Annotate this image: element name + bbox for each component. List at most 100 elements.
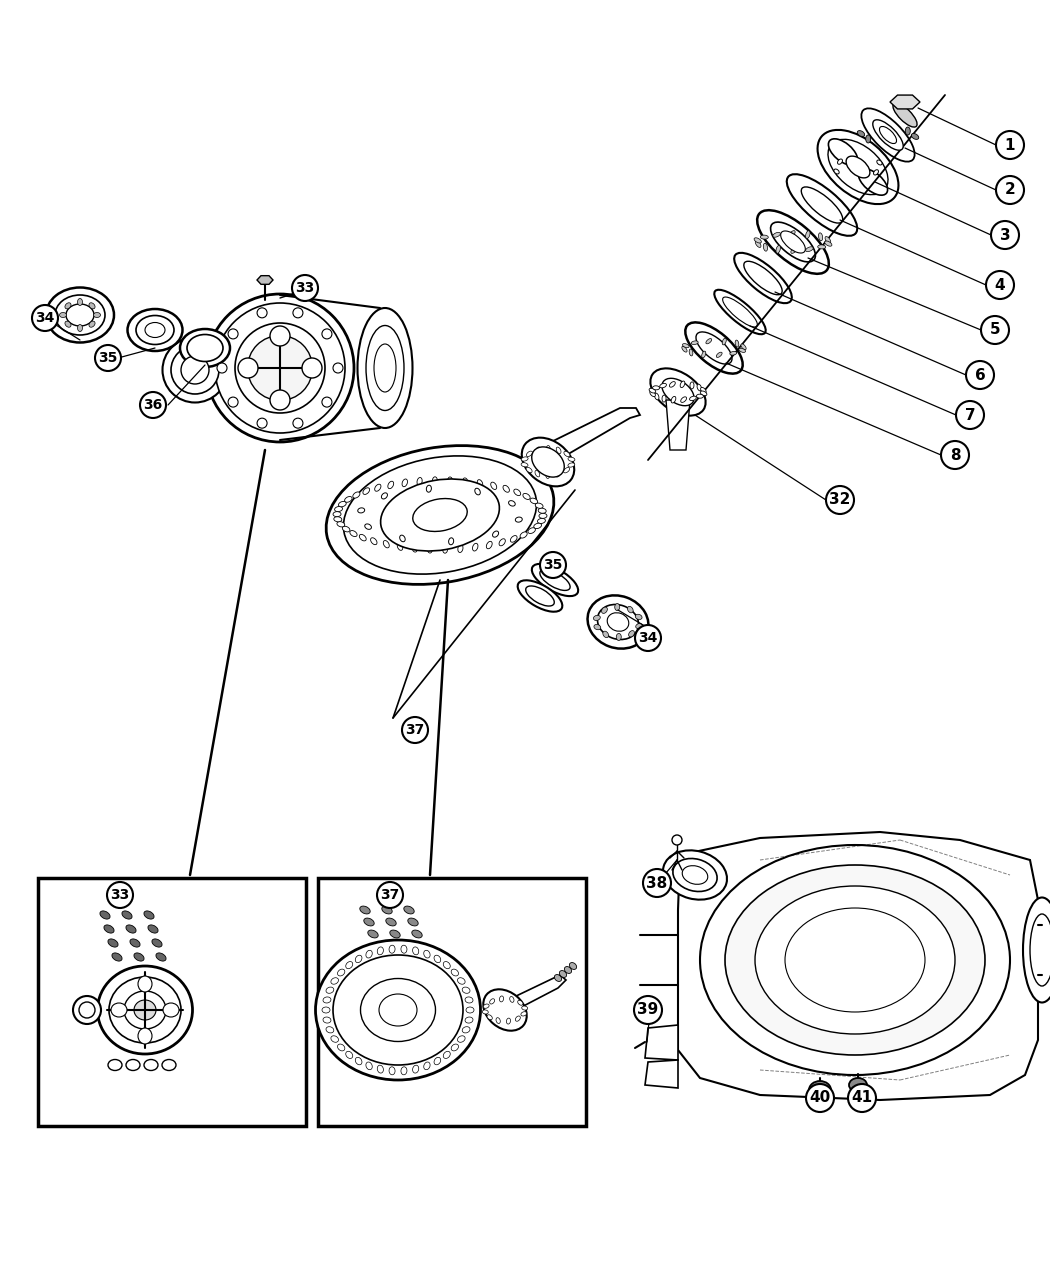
Circle shape bbox=[107, 882, 133, 908]
Ellipse shape bbox=[763, 244, 768, 251]
Ellipse shape bbox=[649, 389, 655, 393]
Text: 40: 40 bbox=[810, 1090, 831, 1105]
Ellipse shape bbox=[331, 978, 338, 984]
Ellipse shape bbox=[805, 247, 813, 251]
Ellipse shape bbox=[602, 607, 607, 613]
Ellipse shape bbox=[496, 1017, 500, 1024]
Ellipse shape bbox=[374, 344, 396, 391]
Ellipse shape bbox=[365, 950, 373, 958]
Ellipse shape bbox=[401, 1067, 407, 1075]
Circle shape bbox=[986, 272, 1014, 300]
Ellipse shape bbox=[333, 511, 341, 516]
Ellipse shape bbox=[358, 507, 364, 513]
Ellipse shape bbox=[344, 496, 352, 502]
Ellipse shape bbox=[270, 390, 290, 411]
Ellipse shape bbox=[127, 309, 183, 351]
Ellipse shape bbox=[686, 323, 742, 374]
Ellipse shape bbox=[834, 170, 839, 173]
Ellipse shape bbox=[390, 1067, 395, 1075]
Ellipse shape bbox=[706, 339, 712, 344]
Ellipse shape bbox=[521, 463, 528, 467]
Ellipse shape bbox=[518, 1001, 523, 1005]
Ellipse shape bbox=[846, 156, 869, 178]
Ellipse shape bbox=[724, 864, 985, 1054]
Ellipse shape bbox=[433, 477, 438, 485]
Ellipse shape bbox=[342, 527, 350, 532]
Ellipse shape bbox=[323, 997, 331, 1003]
Ellipse shape bbox=[377, 947, 383, 955]
Text: 34: 34 bbox=[638, 631, 657, 645]
Ellipse shape bbox=[402, 479, 407, 487]
Polygon shape bbox=[890, 96, 920, 108]
Ellipse shape bbox=[818, 130, 899, 204]
Ellipse shape bbox=[569, 963, 576, 969]
Ellipse shape bbox=[522, 1006, 528, 1010]
Ellipse shape bbox=[130, 938, 140, 947]
Ellipse shape bbox=[530, 499, 538, 504]
Ellipse shape bbox=[510, 536, 517, 542]
Text: 35: 35 bbox=[99, 351, 118, 365]
Ellipse shape bbox=[690, 382, 694, 389]
Ellipse shape bbox=[323, 1017, 331, 1023]
Ellipse shape bbox=[755, 886, 956, 1034]
Ellipse shape bbox=[654, 393, 659, 400]
Ellipse shape bbox=[650, 390, 655, 397]
Ellipse shape bbox=[427, 544, 433, 553]
Ellipse shape bbox=[540, 570, 570, 590]
Polygon shape bbox=[257, 275, 273, 284]
Ellipse shape bbox=[526, 586, 554, 606]
Ellipse shape bbox=[555, 470, 561, 477]
Ellipse shape bbox=[556, 448, 561, 454]
Ellipse shape bbox=[506, 1019, 510, 1024]
Ellipse shape bbox=[65, 302, 71, 309]
Ellipse shape bbox=[859, 168, 887, 195]
Ellipse shape bbox=[593, 616, 601, 621]
Circle shape bbox=[140, 391, 166, 418]
Ellipse shape bbox=[533, 523, 542, 529]
Ellipse shape bbox=[350, 530, 357, 537]
Circle shape bbox=[402, 717, 428, 743]
Ellipse shape bbox=[509, 997, 514, 1002]
Ellipse shape bbox=[700, 391, 707, 395]
Ellipse shape bbox=[722, 338, 727, 344]
Ellipse shape bbox=[100, 910, 110, 919]
Ellipse shape bbox=[380, 479, 500, 551]
Ellipse shape bbox=[407, 918, 418, 926]
Ellipse shape bbox=[874, 170, 879, 175]
Ellipse shape bbox=[400, 536, 405, 542]
Ellipse shape bbox=[635, 623, 643, 629]
Ellipse shape bbox=[516, 1016, 521, 1021]
Ellipse shape bbox=[343, 456, 537, 574]
Ellipse shape bbox=[465, 1017, 472, 1023]
Ellipse shape bbox=[743, 261, 782, 295]
Ellipse shape bbox=[773, 232, 780, 237]
Ellipse shape bbox=[564, 468, 569, 473]
Ellipse shape bbox=[521, 1011, 527, 1016]
Ellipse shape bbox=[337, 1044, 344, 1051]
Ellipse shape bbox=[417, 478, 422, 486]
Ellipse shape bbox=[490, 482, 497, 490]
Ellipse shape bbox=[215, 303, 345, 434]
Text: 38: 38 bbox=[647, 876, 668, 890]
Polygon shape bbox=[678, 833, 1038, 1100]
Ellipse shape bbox=[144, 1060, 158, 1071]
Ellipse shape bbox=[353, 492, 360, 499]
Ellipse shape bbox=[368, 929, 378, 938]
Ellipse shape bbox=[390, 929, 400, 938]
Ellipse shape bbox=[89, 302, 96, 309]
Ellipse shape bbox=[760, 235, 769, 240]
Ellipse shape bbox=[326, 987, 334, 993]
Ellipse shape bbox=[482, 1010, 488, 1014]
Ellipse shape bbox=[663, 395, 666, 402]
Ellipse shape bbox=[357, 309, 413, 428]
Circle shape bbox=[941, 441, 969, 469]
Ellipse shape bbox=[789, 231, 795, 237]
Circle shape bbox=[672, 835, 682, 845]
Ellipse shape bbox=[78, 325, 83, 332]
Ellipse shape bbox=[865, 135, 870, 143]
Ellipse shape bbox=[785, 908, 925, 1012]
Bar bbox=[318, 878, 586, 1126]
Polygon shape bbox=[505, 975, 566, 1012]
Ellipse shape bbox=[546, 445, 550, 453]
Ellipse shape bbox=[338, 501, 347, 506]
